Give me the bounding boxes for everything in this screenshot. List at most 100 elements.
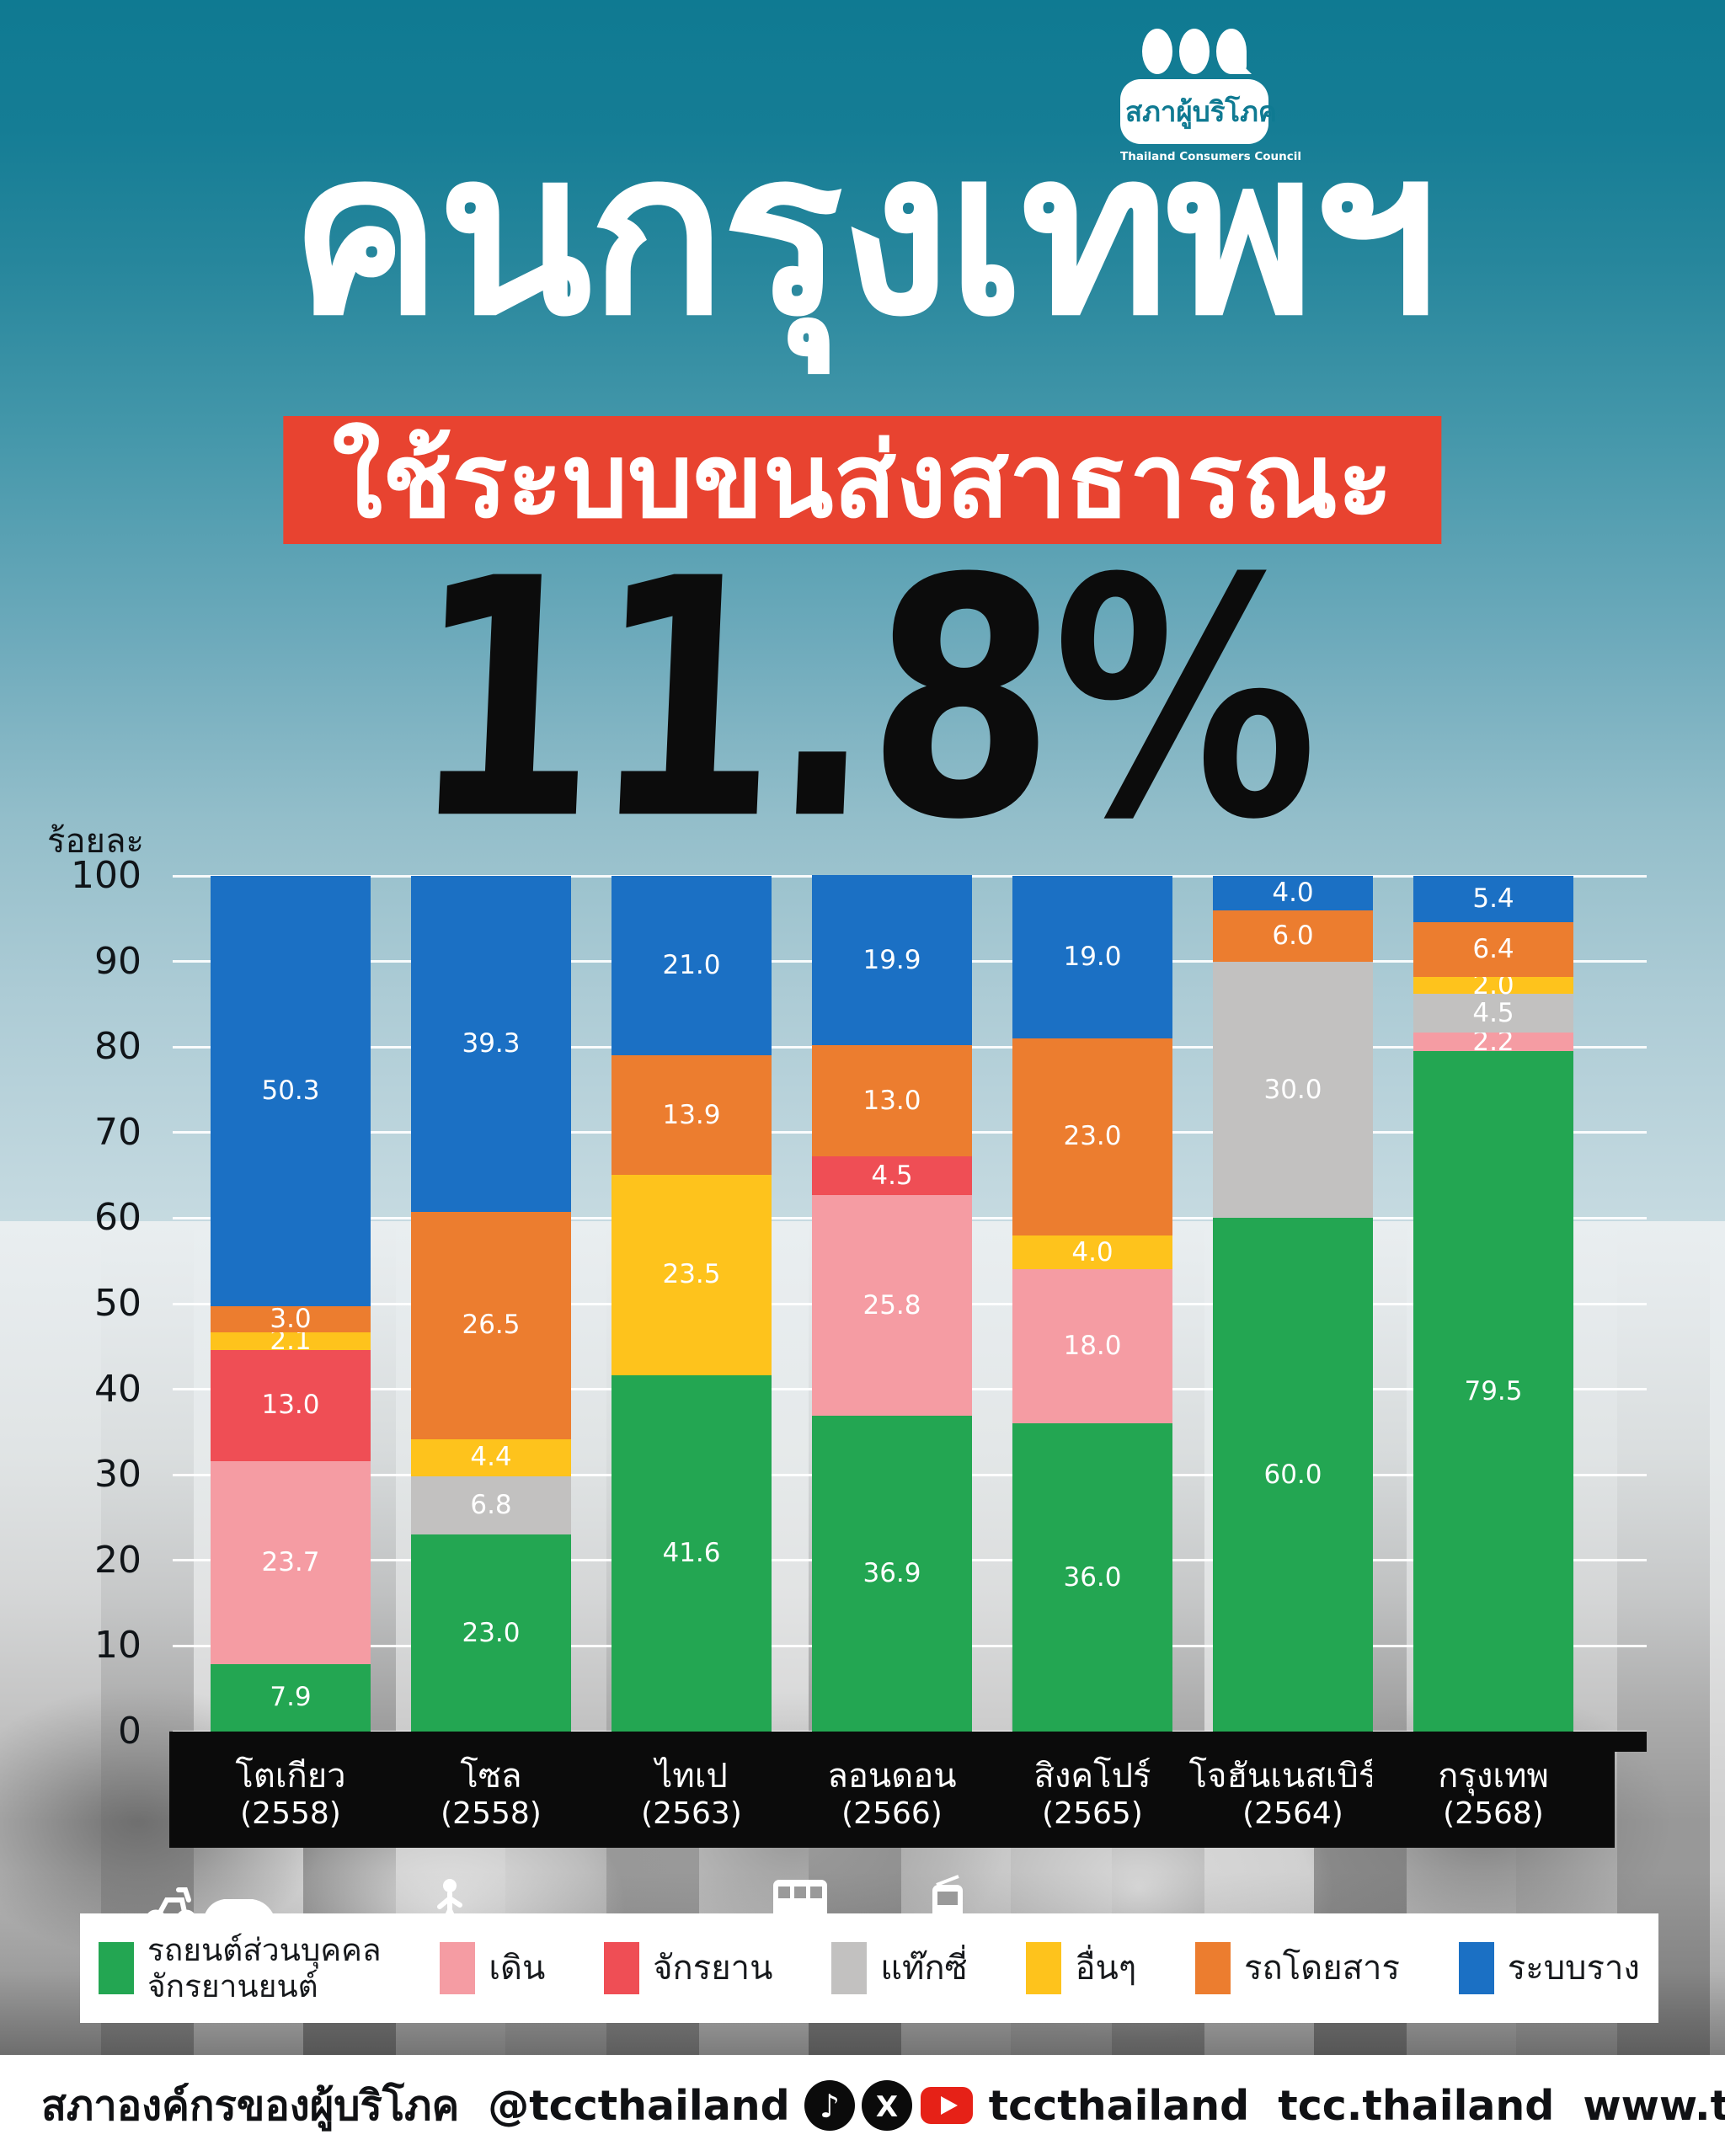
segment-value-label: 23.0 [1063, 1121, 1122, 1152]
bar-segment: 25.8 [812, 1194, 972, 1417]
youtube-icon[interactable] [919, 2080, 975, 2131]
category-city: สิงคโปร์ [1033, 1757, 1151, 1796]
segment-value-label: 7.9 [270, 1682, 312, 1713]
segment-value-label: 4.0 [1071, 1236, 1114, 1267]
segment-value-label: 4.5 [1472, 997, 1514, 1028]
segment-value-label: 26.5 [462, 1310, 521, 1341]
legend-swatch-blue [1458, 1942, 1494, 1994]
segment-value-label: 41.6 [662, 1538, 721, 1569]
stacked-bar-chart: 7.9 23.7 13.0 2.1 3.0 50.3 23.0 6.8 4.4 26.5 39.3 4… [169, 874, 1647, 1870]
bar-segment: 60.0 [1213, 1218, 1373, 1732]
category-year: (2568) [1443, 1796, 1544, 1831]
segment-value-label: 6.0 [1272, 920, 1314, 951]
category-city: ไทเป [655, 1757, 728, 1796]
page-title: คนกรุงเทพฯ [290, 103, 1439, 366]
x-icon[interactable]: X [861, 2080, 912, 2131]
bar-segment: 26.5 [411, 1212, 571, 1439]
category-label: กรุงเทพ (2568) [1372, 1732, 1615, 1848]
segment-value-label: 13.0 [862, 1085, 921, 1116]
category-city: โซล [460, 1757, 522, 1796]
subtitle-banner-text: ใช้ระบบขนส่งสาธารณะ [332, 421, 1393, 541]
bar-segment: 2.2 [1413, 1028, 1573, 1054]
instagram-handle[interactable]: tcc.thailand [1278, 2081, 1555, 2130]
bar-segment: 4.0 [1012, 1235, 1172, 1270]
footer-social-bar: f สภาองค์กรของผู้บริโภค LINE @tccthailan… [0, 2055, 1725, 2156]
svg-text:X: X [876, 2090, 898, 2124]
legend-label: จักรยานยนต์ [147, 1968, 318, 2004]
segment-value-label: 39.3 [462, 1028, 521, 1059]
category-year: (2558) [240, 1796, 341, 1831]
segment-value-label: 36.9 [862, 1558, 921, 1589]
legend-label: จักรยาน [653, 1949, 773, 1988]
bar-segment: 23.0 [1012, 1038, 1172, 1235]
headline-percentage: 11.8% [403, 510, 1322, 892]
segment-value-label: 21.0 [662, 950, 721, 981]
category-city: กรุงเทพ [1438, 1757, 1549, 1796]
bar-segment: 36.0 [1012, 1423, 1172, 1732]
bar-segment: 13.9 [611, 1055, 772, 1175]
y-tick-label: 30 [94, 1453, 142, 1497]
logo-head-icon [1142, 29, 1172, 74]
segment-value-label: 13.9 [662, 1099, 721, 1130]
bar-segment: 18.0 [1012, 1269, 1172, 1424]
bar-segment: 13.0 [211, 1349, 371, 1461]
segment-value-label: 60.0 [1263, 1459, 1322, 1490]
segment-value-label: 3.0 [270, 1303, 312, 1334]
bar-segment: 21.0 [611, 876, 772, 1056]
bar-segment: 6.4 [1413, 921, 1573, 977]
y-tick-label: 100 [71, 854, 142, 897]
legend-swatch-pink [440, 1942, 476, 1994]
category-city: โตเกียว [235, 1757, 346, 1796]
segment-value-label: 4.4 [470, 1442, 512, 1473]
legend-label: รถโดยสาร [1244, 1949, 1400, 1988]
bar-1: 7.9 23.7 13.0 2.1 3.0 50.3 [211, 876, 371, 1732]
bar-segment: 19.0 [1012, 876, 1172, 1039]
bar-segment: 36.9 [812, 1416, 972, 1732]
bus-icon [773, 1880, 827, 1929]
segment-value-label: 4.0 [1272, 877, 1314, 908]
bar-segment: 79.5 [1413, 1051, 1573, 1732]
legend-swatch-gray [831, 1942, 868, 1994]
legend-item-walk: เดิน [440, 1942, 545, 1994]
legend-item-bicycle: จักรยาน [604, 1942, 772, 1994]
category-year: (2558) [441, 1796, 542, 1831]
bar-segment: 19.9 [812, 875, 972, 1046]
line-handle[interactable]: @tccthailand [488, 2081, 790, 2130]
category-city: ลอนดอน [827, 1757, 957, 1796]
segment-value-label: 23.7 [261, 1546, 320, 1577]
category-city: โจฮันเนสเบิร์ก [1188, 1757, 1397, 1796]
website-url[interactable]: www.tcc.or.th [1583, 2081, 1725, 2130]
segment-value-label: 50.3 [261, 1075, 320, 1107]
bar-segment: 4.0 [1213, 876, 1373, 910]
legend-swatch-yellow [1026, 1942, 1062, 1994]
segment-value-label: 18.0 [1063, 1331, 1122, 1362]
segment-value-label: 13.0 [261, 1390, 320, 1421]
bar-4: 36.9 25.8 4.5 13.0 19.9 [812, 875, 972, 1732]
legend-item-other: อื่นๆ [1026, 1942, 1136, 1994]
segment-value-label: 5.4 [1472, 883, 1514, 914]
bar-segment: 4.5 [1413, 994, 1573, 1033]
legend-swatch-red [604, 1942, 640, 1994]
segment-value-label: 6.4 [1472, 933, 1514, 964]
legend-swatch-green [99, 1942, 134, 1994]
bar-segment: 41.6 [611, 1375, 772, 1732]
social-handle[interactable]: tccthailand [988, 2081, 1250, 2130]
pedestrian-icon [437, 1879, 462, 1931]
logo-brand-th: สภาผู้บริโภค [1120, 79, 1277, 144]
bar-segment: 50.3 [211, 876, 371, 1307]
bar-segment: 30.0 [1213, 961, 1373, 1219]
bar-segment: 2.1 [211, 1327, 371, 1353]
y-axis-title: ร้อยละ [47, 822, 144, 861]
legend-item-taxi: แท๊กซี่ [831, 1942, 968, 1994]
segment-value-label: 23.5 [662, 1259, 721, 1290]
y-tick-label: 40 [94, 1367, 142, 1411]
bar-segment: 6.8 [411, 1476, 571, 1535]
y-tick-label: 60 [94, 1196, 142, 1240]
segment-value-label: 19.9 [862, 944, 921, 975]
plot-area: 7.9 23.7 13.0 2.1 3.0 50.3 23.0 6.8 4.4 26.5 39.3 4… [173, 874, 1647, 1733]
segment-value-label: 25.8 [862, 1289, 921, 1321]
bar-segment: 3.0 [211, 1303, 371, 1334]
facebook-handle[interactable]: สภาองค์กรของผู้บริโภค [41, 2082, 460, 2130]
category-year: (2565) [1042, 1796, 1143, 1831]
tiktok-icon[interactable]: ♪ [804, 2080, 855, 2131]
